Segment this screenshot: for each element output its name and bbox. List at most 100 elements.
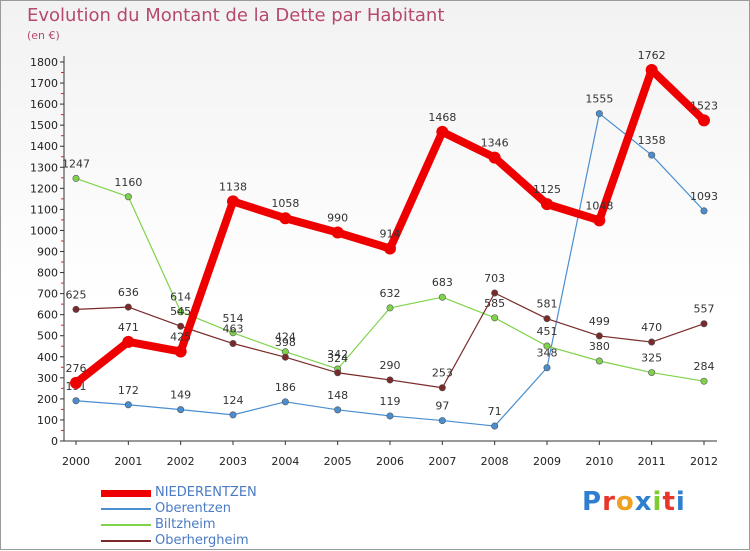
data-point bbox=[700, 320, 708, 328]
x-tick-label: 2004 bbox=[271, 455, 299, 468]
data-point bbox=[436, 125, 449, 138]
y-tick-label: 100 bbox=[37, 414, 58, 427]
y-tick-label: 1000 bbox=[30, 224, 58, 237]
data-label: 97 bbox=[435, 400, 449, 413]
data-label: 276 bbox=[66, 362, 87, 375]
data-label: 348 bbox=[537, 347, 558, 360]
data-label: 632 bbox=[380, 287, 401, 300]
y-tick-label: 800 bbox=[37, 267, 58, 280]
x-tick-label: 2000 bbox=[62, 455, 90, 468]
x-tick-label: 2007 bbox=[428, 455, 456, 468]
data-label: 625 bbox=[66, 288, 87, 301]
data-point bbox=[124, 303, 132, 311]
data-label: 380 bbox=[589, 340, 610, 353]
data-point bbox=[281, 398, 289, 406]
data-point bbox=[384, 242, 396, 255]
data-point bbox=[541, 198, 553, 211]
data-point bbox=[122, 335, 135, 348]
data-label: 325 bbox=[641, 352, 662, 365]
x-tick-label: 2003 bbox=[219, 455, 247, 468]
y-tick-label: 0 bbox=[51, 435, 58, 448]
data-label: 470 bbox=[641, 321, 662, 334]
data-label: 1160 bbox=[114, 176, 142, 189]
y-tick-label: 300 bbox=[37, 372, 58, 385]
data-point bbox=[543, 364, 551, 372]
y-tick-label: 1700 bbox=[30, 77, 58, 90]
data-point bbox=[279, 212, 292, 225]
y-tick-label: 1500 bbox=[30, 119, 58, 132]
data-label: 149 bbox=[170, 389, 191, 402]
y-tick-label: 1800 bbox=[30, 56, 58, 69]
data-label: 324 bbox=[327, 352, 348, 365]
y-tick-label: 500 bbox=[37, 330, 58, 343]
y-tick-label: 1400 bbox=[30, 140, 58, 153]
data-point bbox=[331, 226, 344, 239]
data-point bbox=[698, 114, 710, 127]
data-point bbox=[177, 308, 185, 316]
series-niederentzen: 276 471 425 1138 1058 990 914 1468 1346 1125 1048 1… bbox=[66, 49, 718, 389]
data-label: 1762 bbox=[638, 49, 666, 62]
data-label: 284 bbox=[694, 360, 715, 373]
data-point bbox=[334, 406, 342, 414]
data-point bbox=[334, 369, 342, 377]
x-tick-label: 2001 bbox=[114, 455, 142, 468]
data-point bbox=[124, 193, 132, 201]
data-label: 703 bbox=[484, 272, 505, 285]
logo-letter: r bbox=[602, 487, 616, 517]
data-point bbox=[700, 207, 708, 215]
data-label: 1468 bbox=[428, 111, 456, 124]
data-point bbox=[227, 195, 239, 208]
data-point bbox=[488, 151, 501, 164]
y-tick-label: 1200 bbox=[30, 182, 58, 195]
logo-letter: t bbox=[662, 487, 676, 517]
y-tick-label: 1100 bbox=[30, 203, 58, 216]
data-label: 124 bbox=[223, 394, 244, 407]
logo-letter: P bbox=[582, 487, 603, 517]
y-tick-label: 400 bbox=[37, 351, 58, 364]
data-label: 172 bbox=[118, 384, 139, 397]
legend-label: Oberhergheim bbox=[155, 533, 249, 548]
legend-swatch bbox=[101, 508, 151, 510]
data-label: 1058 bbox=[271, 197, 299, 210]
chart-subtitle: (en €) bbox=[27, 29, 60, 42]
logo-letter: i bbox=[675, 487, 686, 517]
data-point bbox=[386, 412, 394, 420]
data-point bbox=[174, 345, 187, 358]
x-tick-label: 2005 bbox=[324, 455, 352, 468]
data-label: 514 bbox=[223, 312, 244, 325]
y-tick-label: 600 bbox=[37, 309, 58, 322]
series-biltzheim: 1247 1160 614 514 424 342 632 683 585 451 380 325 28… bbox=[62, 157, 715, 385]
data-label: 1048 bbox=[585, 199, 613, 212]
logo-letter: x bbox=[634, 487, 653, 517]
legend-label: Oberentzen bbox=[155, 501, 231, 516]
data-point bbox=[700, 377, 708, 385]
data-point bbox=[177, 322, 185, 330]
data-point bbox=[648, 369, 656, 377]
data-label: 290 bbox=[380, 359, 401, 372]
y-tick-label: 900 bbox=[37, 246, 58, 259]
series-oberhergheim: 625 636 545 463 398 324 290 253 703 581 499 470 557 bbox=[66, 272, 715, 392]
data-label: 186 bbox=[275, 381, 296, 394]
data-label: 471 bbox=[118, 321, 139, 334]
data-point bbox=[386, 376, 394, 384]
data-label: 499 bbox=[589, 315, 610, 328]
data-label: 1125 bbox=[533, 183, 561, 196]
data-label: 463 bbox=[223, 323, 244, 336]
data-label: 581 bbox=[537, 298, 558, 311]
data-label: 1555 bbox=[585, 93, 613, 106]
x-tick-label: 2011 bbox=[638, 455, 666, 468]
data-point bbox=[386, 304, 394, 312]
data-label: 1523 bbox=[690, 99, 718, 112]
data-point bbox=[72, 305, 80, 313]
data-point bbox=[491, 289, 499, 297]
x-tick-label: 2009 bbox=[533, 455, 561, 468]
data-point bbox=[648, 338, 656, 346]
data-point bbox=[229, 411, 237, 419]
data-label: 425 bbox=[170, 331, 191, 344]
logo-letter: o bbox=[615, 487, 635, 517]
data-point bbox=[491, 422, 499, 430]
data-point bbox=[645, 64, 658, 77]
data-point bbox=[491, 314, 499, 322]
data-point bbox=[229, 340, 237, 348]
